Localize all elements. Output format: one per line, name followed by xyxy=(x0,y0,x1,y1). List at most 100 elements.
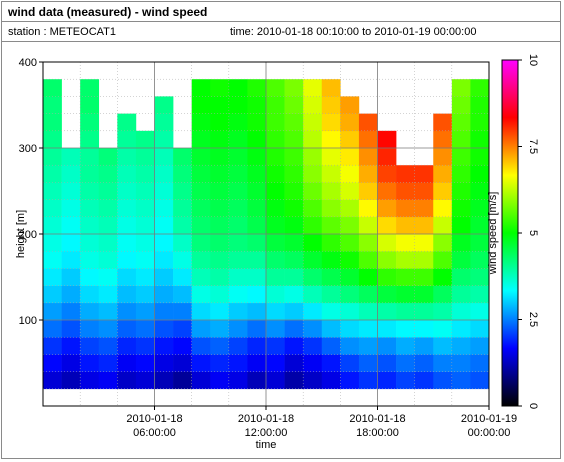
heatmap-cell xyxy=(173,165,192,183)
heatmap-cell xyxy=(98,165,118,183)
heatmap-cell xyxy=(358,371,378,390)
heatmap-cell xyxy=(284,285,304,304)
heatmap-cell xyxy=(135,371,155,390)
heatmap-cell xyxy=(377,148,397,166)
heatmap-cell xyxy=(210,79,230,97)
heatmap-cell xyxy=(43,165,62,183)
heatmap-cell xyxy=(154,302,174,321)
heatmap-cell xyxy=(247,113,267,132)
heatmap-cell xyxy=(266,337,285,355)
y-axis: 100 200 300 400 xyxy=(19,57,43,327)
heatmap-cell xyxy=(173,234,192,252)
heatmap-cell xyxy=(154,268,174,286)
heatmap-cell xyxy=(135,337,155,355)
heatmap-cell xyxy=(321,337,341,355)
heatmap-cell xyxy=(43,320,62,338)
heatmap-cell xyxy=(433,165,453,183)
heatmap-cell xyxy=(191,113,211,132)
heatmap-cell xyxy=(433,148,453,166)
heatmap-cell xyxy=(173,302,192,321)
heatmap-cell xyxy=(358,130,378,149)
heatmap-cell xyxy=(247,216,267,235)
heatmap-cell xyxy=(117,268,137,286)
heatmap-cell xyxy=(340,268,360,286)
heatmap-cell xyxy=(210,320,230,338)
heatmap-cell xyxy=(433,182,453,200)
heatmap-cell xyxy=(247,148,267,166)
heatmap-cell xyxy=(321,320,341,338)
heatmap-cell xyxy=(210,96,230,114)
heatmap-cell xyxy=(340,130,360,149)
heatmap-cell xyxy=(396,320,415,338)
heatmap-cell xyxy=(266,165,285,183)
heatmap-cell xyxy=(284,234,304,252)
heatmap-cell xyxy=(358,268,378,286)
heatmap-cell xyxy=(266,251,285,269)
heatmap-cell xyxy=(470,182,490,200)
heatmap-cell xyxy=(135,234,155,252)
heatmap-cell xyxy=(80,79,100,97)
heatmap-cell xyxy=(303,165,323,183)
heatmap-cell xyxy=(117,234,137,252)
heatmap-cell xyxy=(61,216,81,235)
heatmap-cell xyxy=(470,199,490,218)
heatmap-cell xyxy=(470,251,490,269)
heatmap-cell xyxy=(433,268,453,286)
heatmap-cell xyxy=(228,268,248,286)
heatmap-cell xyxy=(303,96,323,114)
colorbar-tick-label: 5 xyxy=(527,230,539,236)
heatmap-cell xyxy=(43,130,62,149)
heatmap-cell xyxy=(61,320,81,338)
heatmap-cell xyxy=(191,182,211,200)
station-label: station : METEOCAT1 xyxy=(8,26,116,38)
heatmap-cell xyxy=(191,371,211,390)
heatmap-cell xyxy=(61,371,81,390)
colorbar-axis: 0 2.5 5 7.5 10 xyxy=(518,54,539,409)
heatmap-cell xyxy=(43,148,62,166)
heatmap-cell xyxy=(377,371,397,390)
heatmap-cell xyxy=(80,371,100,390)
heatmap-cell xyxy=(117,302,137,321)
heatmap-cell xyxy=(210,251,230,269)
heatmap-cell xyxy=(117,320,137,338)
heatmap-cell xyxy=(284,165,304,183)
heatmap-cell xyxy=(191,354,211,372)
heatmap-cell xyxy=(247,234,267,252)
heatmap-cell xyxy=(358,199,378,218)
heatmap-cell xyxy=(191,216,211,235)
heatmap-cell xyxy=(173,148,192,166)
heatmap-cell xyxy=(61,165,81,183)
heatmap-cell xyxy=(61,182,81,200)
chart-title: wind data (measured) - wind speed xyxy=(8,5,208,19)
heatmap-cell xyxy=(451,216,471,235)
heatmap-cell xyxy=(80,268,100,286)
heatmap-cell xyxy=(433,371,453,390)
heatmap-cell xyxy=(396,337,415,355)
heatmap-cell xyxy=(340,302,360,321)
heatmap-cell xyxy=(358,285,378,304)
heatmap-cell xyxy=(470,337,490,355)
heatmap-cell xyxy=(377,130,397,149)
x-tick-label-time: 18:00:00 xyxy=(356,427,399,439)
heatmap-cell xyxy=(470,216,490,235)
heatmap-cell xyxy=(340,148,360,166)
x-tick-label-time: 00:00:00 xyxy=(468,427,511,439)
heatmap-cell xyxy=(117,251,137,269)
heatmap-cell xyxy=(284,130,304,149)
heatmap-cell xyxy=(377,216,397,235)
heatmap-cell xyxy=(80,354,100,372)
heatmap-cell xyxy=(377,285,397,304)
heatmap-cell xyxy=(135,285,155,304)
heatmap-cell xyxy=(154,371,174,390)
heatmap-cell xyxy=(414,216,434,235)
info-bar: station : METEOCAT1 time: 2010-01-18 00:… xyxy=(2,22,560,42)
x-tick-label-date: 2010-01-19 xyxy=(461,413,517,425)
heatmap-cell xyxy=(210,199,230,218)
heatmap-cell xyxy=(284,79,304,97)
heatmap-cell xyxy=(358,113,378,132)
heatmap-cell xyxy=(321,251,341,269)
heatmap-cell xyxy=(154,199,174,218)
heatmap-cell xyxy=(228,354,248,372)
heatmap-cell xyxy=(61,354,81,372)
heatmap-cell xyxy=(191,148,211,166)
